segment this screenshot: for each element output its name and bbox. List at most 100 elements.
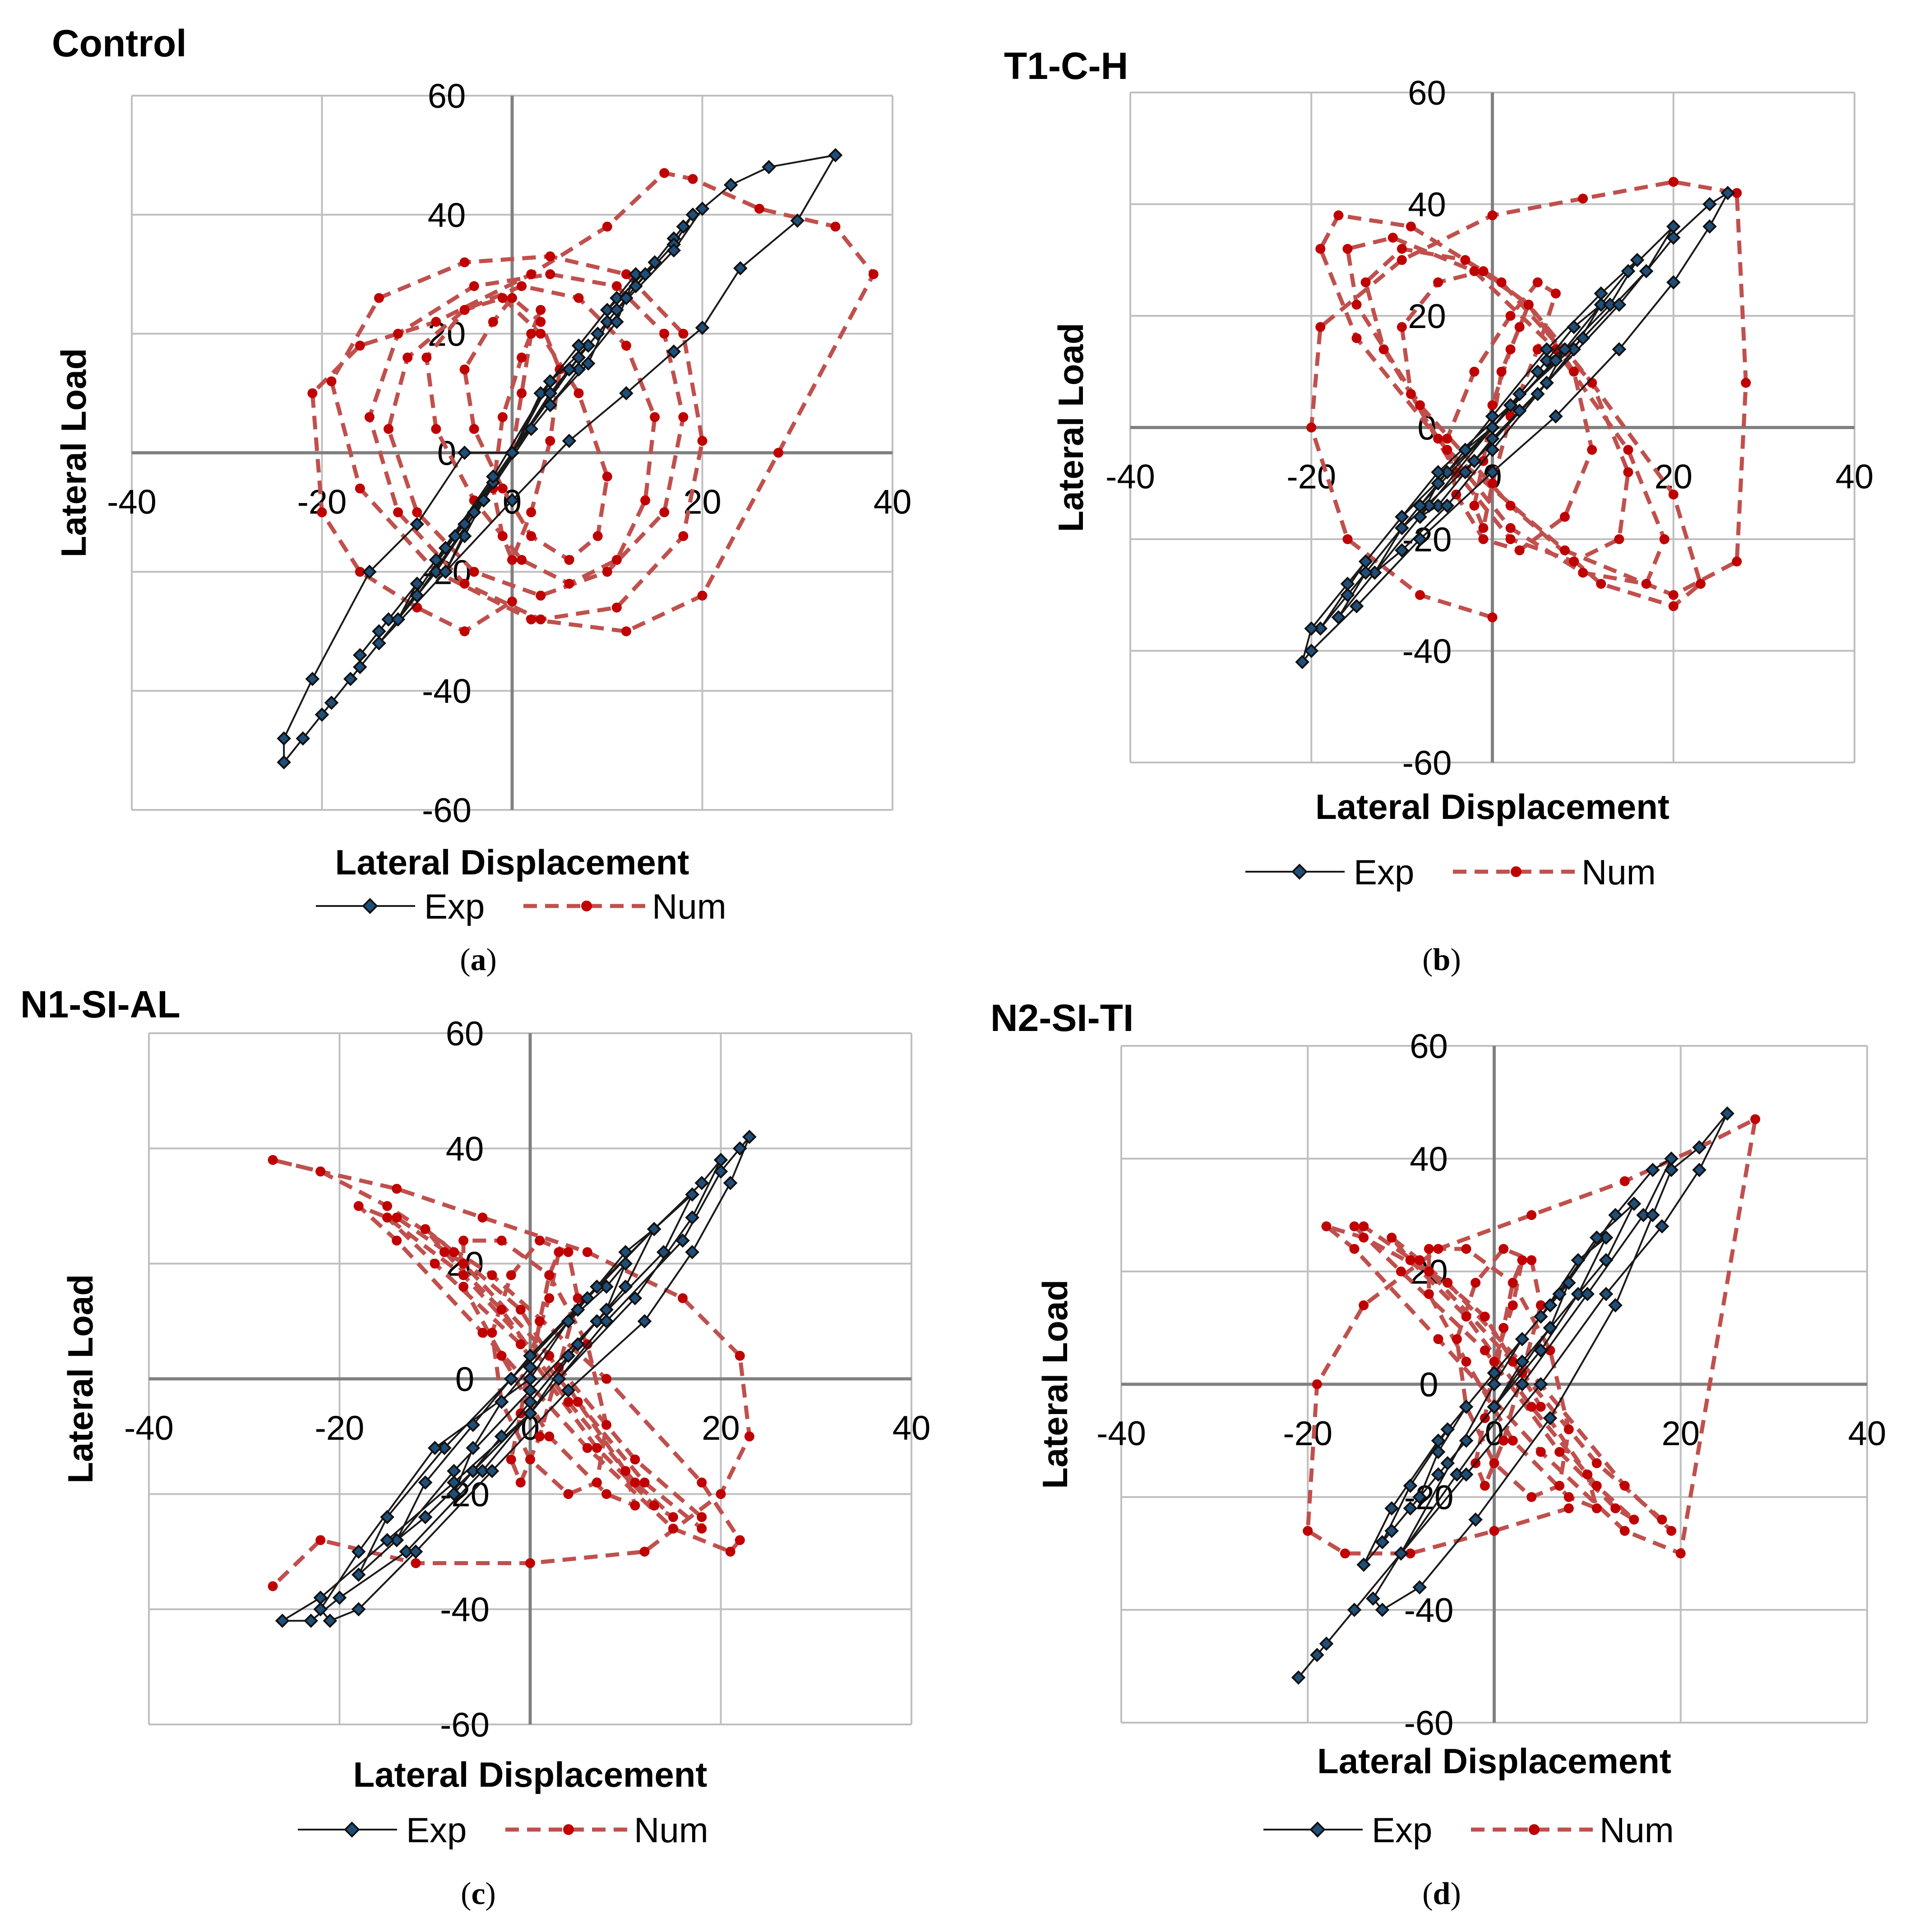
exp-point xyxy=(1356,1558,1371,1572)
num-point xyxy=(497,531,508,541)
exp-point xyxy=(1468,1512,1483,1527)
exp-point xyxy=(447,1475,461,1490)
exp-point xyxy=(533,386,548,401)
exp-point xyxy=(1384,1501,1399,1516)
panel-control: Control -40 -20 0 20 40 60 40 20 0 -20 -… xyxy=(52,22,911,977)
exp-point xyxy=(437,1441,452,1456)
num-point xyxy=(601,1420,611,1430)
num-point xyxy=(1487,612,1498,623)
num-point xyxy=(1443,1278,1453,1288)
exp-point xyxy=(324,695,339,710)
num-point xyxy=(1433,1334,1443,1344)
y-tick-label: -60 xyxy=(1404,1704,1454,1742)
num-point xyxy=(1741,378,1751,388)
exp-point xyxy=(1720,185,1735,200)
num-point xyxy=(1351,300,1362,310)
num-point xyxy=(496,1350,507,1361)
exp-point xyxy=(647,255,662,270)
num-point xyxy=(477,1327,488,1338)
exp-point xyxy=(408,1544,423,1559)
num-point xyxy=(1359,1300,1369,1310)
exp-curve xyxy=(1297,1113,1729,1678)
y-tick-label: -20 xyxy=(1402,521,1452,559)
exp-point xyxy=(1512,403,1527,418)
num-point xyxy=(1433,1244,1443,1254)
panel-title: T1-C-H xyxy=(1004,45,1128,87)
num-point xyxy=(1578,194,1588,204)
num-point xyxy=(1517,1255,1527,1265)
exp-point xyxy=(381,612,396,627)
num-point xyxy=(353,1201,364,1211)
exp-point xyxy=(1530,387,1545,402)
exp-point xyxy=(628,1291,643,1306)
exp-point xyxy=(296,731,310,746)
exp-point xyxy=(457,529,472,544)
exp-point xyxy=(1358,565,1373,580)
y-tick-label: -40 xyxy=(1402,633,1452,671)
legend-num-label: Num xyxy=(652,887,726,926)
exp-point xyxy=(304,1613,318,1628)
num-point xyxy=(459,305,470,315)
exp-point xyxy=(1413,509,1427,524)
num-point xyxy=(697,1477,707,1488)
num-point xyxy=(1387,1233,1397,1243)
exp-point xyxy=(523,1372,537,1386)
exp-point xyxy=(1580,1287,1595,1301)
num-point xyxy=(582,1443,592,1453)
num-point xyxy=(536,328,546,339)
y-tick-label: 60 xyxy=(1410,1027,1448,1066)
num-point xyxy=(1397,244,1407,254)
y-tick-label: 20 xyxy=(1408,297,1446,336)
exp-point xyxy=(713,1164,728,1179)
num-point xyxy=(611,281,622,291)
num-point xyxy=(525,1454,535,1465)
legend: Exp Num xyxy=(316,887,726,926)
num-point xyxy=(1569,366,1579,377)
num-point xyxy=(630,1500,640,1511)
num-point xyxy=(573,293,584,303)
num-point xyxy=(1433,434,1443,444)
x-tick-label: -40 xyxy=(124,1409,174,1447)
num-point xyxy=(507,555,517,565)
series-exp xyxy=(1295,185,1735,670)
num-point xyxy=(573,1397,583,1407)
exp-point xyxy=(1621,264,1636,278)
x-tick-label: 20 xyxy=(1661,1414,1700,1453)
num-point xyxy=(1614,534,1624,544)
num-point xyxy=(1732,188,1742,198)
y-tick-label: 40 xyxy=(446,1130,484,1168)
num-point xyxy=(535,1235,545,1246)
exp-point xyxy=(1413,498,1427,513)
exp-point xyxy=(1375,1535,1390,1549)
exp-point xyxy=(389,1533,404,1548)
panel-title: N2-SI-TI xyxy=(990,997,1133,1039)
exp-point xyxy=(1458,465,1473,480)
exp-point xyxy=(656,1245,671,1259)
num-point xyxy=(1523,300,1534,310)
legend-num-sample xyxy=(505,1824,627,1835)
exp-point xyxy=(1594,286,1609,301)
exp-point xyxy=(362,564,377,579)
exp-point xyxy=(1543,1411,1558,1425)
num-point xyxy=(1563,1424,1574,1434)
legend-num-sample xyxy=(1453,866,1575,877)
num-point xyxy=(659,168,670,178)
exp-point xyxy=(1543,1298,1558,1313)
exp-curve xyxy=(281,1136,750,1622)
num-point xyxy=(1610,1503,1621,1513)
num-point xyxy=(1433,277,1443,287)
y-axis-label: Lateral Load xyxy=(60,1274,100,1484)
num-point xyxy=(497,483,508,494)
num-point xyxy=(1306,422,1317,433)
x-tick-label: -20 xyxy=(315,1409,365,1447)
num-point xyxy=(517,352,527,363)
num-point xyxy=(1496,366,1507,377)
num-point xyxy=(1578,568,1588,578)
exp-point xyxy=(305,671,320,686)
exp-point xyxy=(1608,1298,1623,1313)
exp-point xyxy=(676,219,691,234)
num-point xyxy=(506,1454,516,1465)
exp-point xyxy=(1645,1208,1660,1222)
exp-point xyxy=(1413,532,1427,546)
num-point xyxy=(458,1258,469,1269)
